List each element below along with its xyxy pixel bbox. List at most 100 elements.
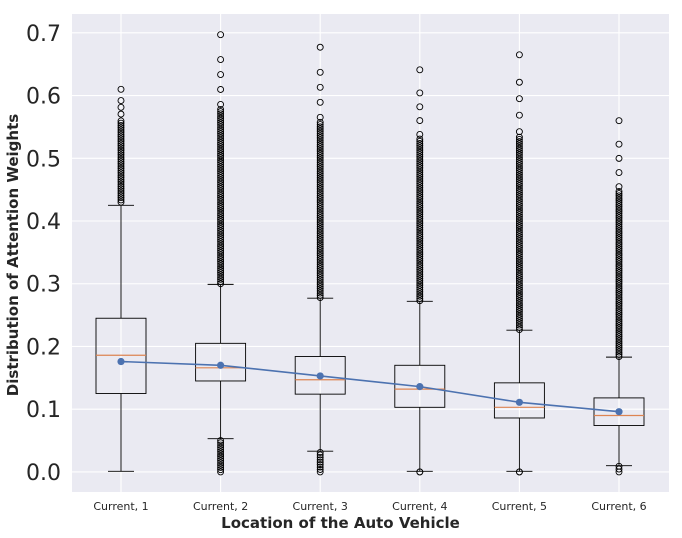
outlier-point [316,68,324,76]
outlier-point [316,205,324,213]
outlier-point [117,198,125,206]
outliers-high-dense [416,135,424,305]
mean-line [120,360,620,413]
outlier-point [217,183,225,191]
outlier-point [515,175,523,183]
outlier-point [615,269,623,277]
outlier-point [316,461,324,469]
y-tick-label: 0.5 [26,147,61,172]
outlier-point [217,152,225,160]
outlier-point [217,128,225,135]
outlier-point [217,459,225,467]
outlier-point [316,294,324,301]
outlier-point [615,302,623,310]
outlier-point [615,247,623,255]
outlier-point [316,203,324,211]
outlier-point [316,121,324,129]
outlier-point [615,260,623,268]
outlier-point [416,281,424,289]
outlier-point [615,313,623,321]
outlier-point [515,290,523,298]
outlier-point [615,192,623,200]
outlier-point [217,167,225,175]
outlier-point [515,284,523,291]
outlier-point [515,224,523,232]
outlier-point [515,259,523,267]
outlier-point [615,350,623,358]
outlier-point [416,246,424,254]
y-tick-label: 0.6 [26,85,61,110]
outlier-point [615,196,623,204]
outliers-high-sparse [316,43,324,121]
outlier-point [515,211,523,219]
outlier-point [515,303,523,311]
outlier-point [515,169,523,177]
outlier-point [515,155,523,163]
outlier-point [515,270,523,278]
y-tick-label: 0.4 [26,210,61,235]
outlier-point [217,220,225,228]
outlier-point [316,136,324,144]
outlier-point [117,119,125,127]
outlier-point [316,289,324,297]
outlier-point [217,222,225,230]
y-tick-label: 0.7 [26,22,61,47]
y-tick-label: 0.1 [26,398,61,423]
outlier-point [217,262,225,270]
outlier-point [615,117,623,125]
outlier-point [615,242,623,250]
outlier-point [117,97,125,105]
outlier-point [316,98,324,106]
outlier-point [615,240,623,248]
outlier-point [515,326,523,333]
outlier-point [615,311,623,319]
outlier-point [316,256,324,264]
outlier-point [316,220,324,228]
outlier-point [416,171,424,178]
outlier-point [217,249,225,257]
outlier-point [117,117,125,125]
outlier-point [615,249,623,257]
outlier-point [316,238,324,246]
outlier-point [416,268,424,276]
outlier-point [615,337,623,345]
outlier-point [217,163,225,171]
outlier-point [217,123,225,131]
outlier-point [615,278,623,286]
iqr-box [294,356,346,395]
outlier-point [416,283,424,291]
outlier-point [416,162,424,170]
outlier-point [416,266,424,274]
outlier-point [316,218,324,226]
outlier-point [217,196,225,204]
outlier-point [217,178,225,186]
outlier-point [316,285,324,293]
outlier-point [515,297,523,305]
outlier-point [515,257,523,265]
outlier-point [515,197,523,205]
outlier-point [615,293,623,301]
outlier-point [217,110,225,118]
outlier-point [416,202,424,209]
outlier-point [316,147,324,155]
outlier-point [515,204,523,212]
outlier-point [217,203,225,210]
outlier-point [316,247,324,255]
outlier-point [615,271,623,279]
outlier-point [515,51,523,59]
x-tick-label: Current, 5 [492,500,547,513]
outlier-point [316,212,324,219]
outlier-point [615,234,623,242]
outlier-point [316,267,324,275]
outlier-point [217,119,225,127]
outlier-point [217,468,225,476]
outlier-point [515,149,523,157]
outlier-point [416,228,424,236]
outlier-point [416,197,424,205]
outlier-point [416,155,424,163]
outlier-point [615,328,623,336]
outlier-point [416,292,424,300]
outliers-high-sparse [217,31,225,108]
outlier-point [117,128,125,136]
x-tick-label: Current, 3 [293,500,348,513]
